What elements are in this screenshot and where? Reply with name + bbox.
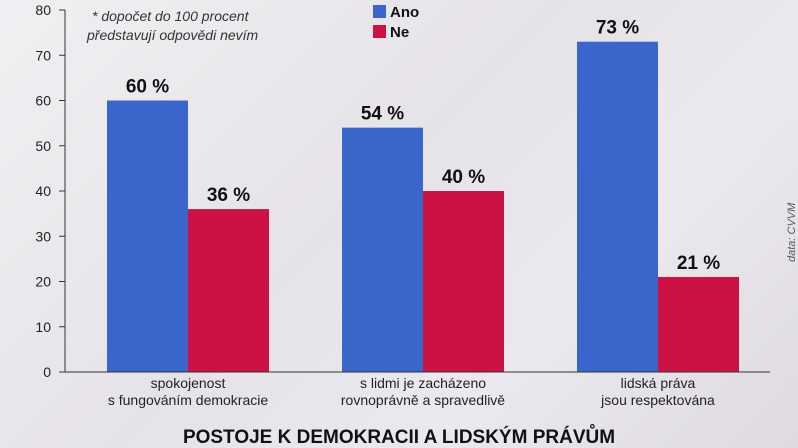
- bar-ano-3: [577, 41, 658, 373]
- y-tick-label: 80: [35, 2, 51, 18]
- legend-swatch-ne: [373, 25, 386, 38]
- note-line-2: představují odpovědi nevím: [86, 27, 259, 43]
- x-category-label: s fungováním demokracie: [108, 392, 269, 408]
- bars: [107, 41, 739, 373]
- data-label-ne-1: 36 %: [207, 185, 250, 206]
- y-tick-label: 60: [35, 93, 51, 109]
- data-label-ano-2: 54 %: [361, 104, 404, 125]
- note-line-1: * dopočet do 100 procent: [92, 8, 250, 24]
- x-category-label: rovnoprávně a spravedlivě: [341, 392, 505, 408]
- legend: Ano Ne: [373, 4, 419, 41]
- bar-ne-1: [188, 209, 269, 372]
- y-tick-label: 10: [35, 319, 51, 335]
- data-label-ne-3: 21 %: [677, 253, 720, 274]
- data-label-ano-3: 73 %: [596, 18, 639, 39]
- bar-ne-3: [658, 276, 739, 372]
- chart-title: POSTOJE K DEMOKRACII A LIDSKÝM PRÁVŮM: [183, 425, 615, 448]
- bar-ne-2: [423, 191, 504, 372]
- x-category-label: s lidmi je zacházeno: [360, 375, 486, 391]
- data-label-ano-1: 60 %: [126, 77, 169, 98]
- source-label: data: CVVM: [786, 202, 798, 262]
- x-category-label: lidská práva: [621, 375, 696, 391]
- x-category-label: spokojenost: [151, 375, 226, 391]
- y-tick-label: 70: [35, 47, 51, 63]
- bar-ano-1: [107, 100, 188, 372]
- legend-label-ne: Ne: [390, 24, 409, 41]
- x-category-label: jsou respektována: [600, 392, 715, 408]
- bar-ano-2: [342, 127, 423, 373]
- y-tick-label: 50: [35, 138, 51, 154]
- y-tick-label: 20: [35, 274, 51, 290]
- legend-label-ano: Ano: [390, 4, 419, 21]
- y-tick-label: 40: [35, 183, 51, 199]
- data-label-ne-2: 40 %: [442, 167, 485, 188]
- y-tick-label: 0: [43, 364, 51, 380]
- legend-swatch-ano: [373, 5, 386, 18]
- data-labels: 60 % 36 % 54 % 40 % 73 % 21 %: [126, 18, 720, 274]
- y-tick-label: 30: [35, 228, 51, 244]
- y-axis: 0 10 20 30 40 50 60 70 80: [35, 2, 66, 380]
